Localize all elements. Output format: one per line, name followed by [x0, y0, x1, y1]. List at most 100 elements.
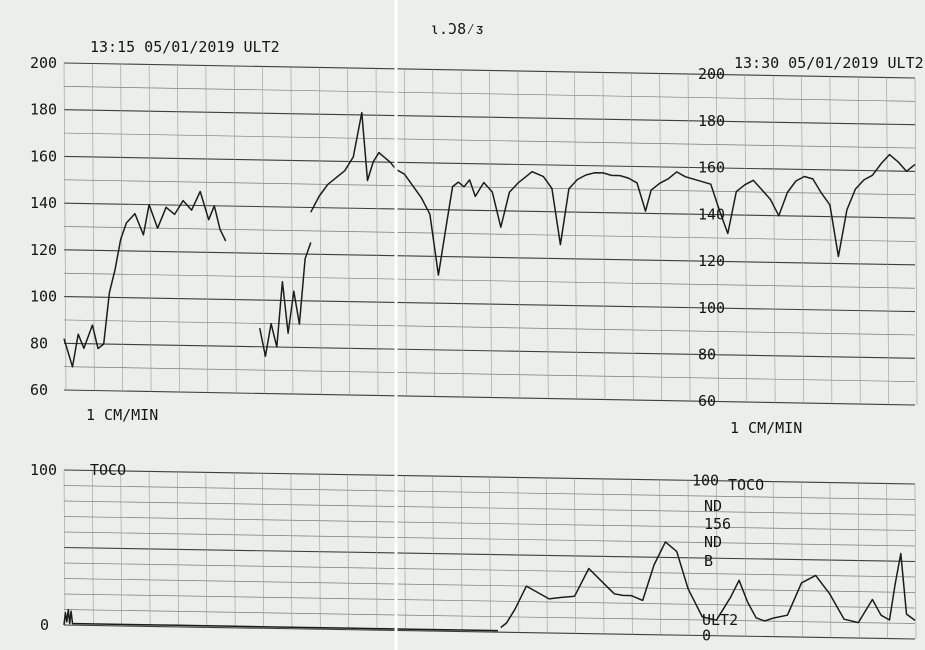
fhr-time-gridline — [772, 75, 776, 403]
fhr-tick-label-left: 100 — [30, 288, 57, 306]
fhr-time-gridline — [886, 77, 889, 405]
fhr-trace-segment-2 — [258, 242, 312, 357]
toco-side-label-156: 156 — [704, 515, 731, 533]
toco-gridline — [63, 624, 916, 640]
toco-time-gridline — [92, 470, 94, 626]
top-mark: ι.Ͻ8⁄ᴣ — [430, 20, 484, 38]
fhr-time-gridline — [205, 65, 209, 393]
toco-trace-segment-1 — [63, 608, 499, 632]
fhr-time-gridline — [262, 66, 265, 394]
toco-time-gridline — [120, 470, 123, 626]
fhr-tick-label-mid: 60 — [698, 392, 716, 410]
fhr-gridline — [63, 389, 916, 406]
fhr-time-gridline — [290, 66, 294, 395]
toco-time-gridline — [318, 474, 321, 630]
toco-time-gridline — [148, 471, 151, 627]
fhr-time-gridline — [801, 75, 804, 404]
toco-time-gridline — [602, 478, 605, 634]
toco-time-gridline — [687, 480, 690, 636]
fhr-tick-label-mid: 80 — [698, 345, 716, 363]
fhr-gridline — [63, 249, 916, 266]
fhr-time-gridline — [602, 72, 606, 400]
toco-time-gridline — [460, 476, 463, 632]
fhr-tick-label-left: 160 — [30, 147, 57, 165]
fhr-panel-2-header: 13:30 05/01/2019 ULT2 — [734, 54, 924, 72]
fhr-trace-segment-3 — [310, 111, 916, 276]
toco-time-gridline — [545, 477, 548, 633]
fhr-tick-label-left: 120 — [30, 241, 57, 259]
toco-time-gridline — [347, 474, 349, 630]
toco-time-gridline — [914, 483, 917, 640]
fhr-gridline — [63, 342, 916, 359]
toco-time-gridline — [829, 482, 832, 638]
fhr-panel-2-speed-label: 1 CM/MIN — [730, 419, 802, 437]
toco-gridline — [63, 578, 916, 593]
fhr-time-gridline — [177, 64, 180, 393]
fhr-tick-label-mid: 180 — [698, 112, 725, 130]
fhr-time-gridline — [517, 70, 521, 399]
toco-time-gridline — [489, 476, 491, 633]
fhr-tick-label-mid: 100 — [698, 299, 725, 317]
toco-time-gridline — [801, 482, 803, 638]
fhr-time-gridline — [148, 64, 152, 392]
fhr-time-gridline — [460, 69, 464, 398]
fhr-time-gridline — [687, 73, 691, 402]
toco-time-gridline — [886, 483, 888, 639]
toco-time-gridline — [857, 483, 860, 639]
fhr-gridline — [63, 155, 916, 172]
fhr-gridline — [63, 296, 916, 313]
fhr-time-gridline — [489, 70, 492, 398]
fhr-time-gridline — [914, 77, 918, 406]
fhr-trace-segment-1 — [63, 190, 227, 368]
toco-gridline — [63, 562, 916, 578]
fhr-time-gridline — [716, 74, 719, 402]
toco-time-gridline — [772, 481, 775, 637]
toco-time-gridline — [574, 478, 576, 634]
fhr-time-gridline — [92, 63, 95, 391]
fhr-gridline — [63, 226, 916, 242]
toco-side-label-ult2: ULT2 — [702, 611, 738, 629]
fhr-tick-label-mid: 120 — [698, 252, 725, 270]
fhr-time-gridline — [574, 71, 577, 400]
toco-time-gridline — [177, 471, 179, 627]
fhr-time-gridline — [63, 62, 67, 391]
fhr-panel-1-speed-label: 1 CM/MIN — [86, 406, 158, 424]
toco-time-gridline — [262, 473, 264, 629]
toco-tick-label-mid: 100 — [692, 471, 719, 489]
toco-gridline — [63, 593, 916, 609]
fhr-gridline — [63, 319, 916, 336]
toco-trace-segment-2 — [500, 541, 916, 629]
toco-time-gridline — [404, 475, 406, 631]
toco-tick-label-left: 0 — [40, 616, 49, 634]
fhr-time-gridline — [318, 67, 322, 395]
fhr-time-gridline — [432, 69, 436, 397]
fhr-time-gridline — [375, 68, 379, 396]
axis-tick-labels: 60 60 80 80 100 100 120 120 140 140 160 160 180 180 20… — [30, 54, 725, 644]
fhr-gridline — [63, 202, 916, 219]
toco-tick-label-mid: 0 — [702, 626, 711, 644]
toco-time-gridline — [290, 473, 293, 629]
toco-time-gridline — [375, 475, 378, 631]
fhr-time-gridline — [233, 65, 237, 394]
fhr-time-gridline — [347, 67, 350, 396]
fhr-tick-label-mid: 140 — [698, 205, 725, 223]
fhr-time-gridline — [857, 76, 861, 405]
chart-grid — [63, 62, 918, 640]
toco-time-gridline — [63, 469, 66, 626]
toco-time-gridline — [233, 472, 236, 628]
fhr-time-gridline — [829, 76, 833, 404]
fhr-tick-label-left: 60 — [30, 381, 48, 399]
toco-panel-2-header: TOCO — [728, 476, 764, 494]
fhr-time-gridline — [404, 68, 407, 397]
fhr-gridline — [63, 179, 916, 196]
toco-side-label-nd-1: ND — [704, 497, 722, 515]
toco-gridline — [63, 531, 916, 547]
toco-gridline — [63, 609, 916, 624]
toco-time-gridline — [631, 479, 633, 635]
fhr-tick-label-left: 200 — [30, 54, 57, 72]
toco-side-label-nd-2: ND — [704, 533, 722, 551]
fhr-tick-label-mid: 200 — [698, 65, 725, 83]
fhr-gridline — [63, 272, 916, 289]
fhr-gridline — [63, 366, 916, 382]
